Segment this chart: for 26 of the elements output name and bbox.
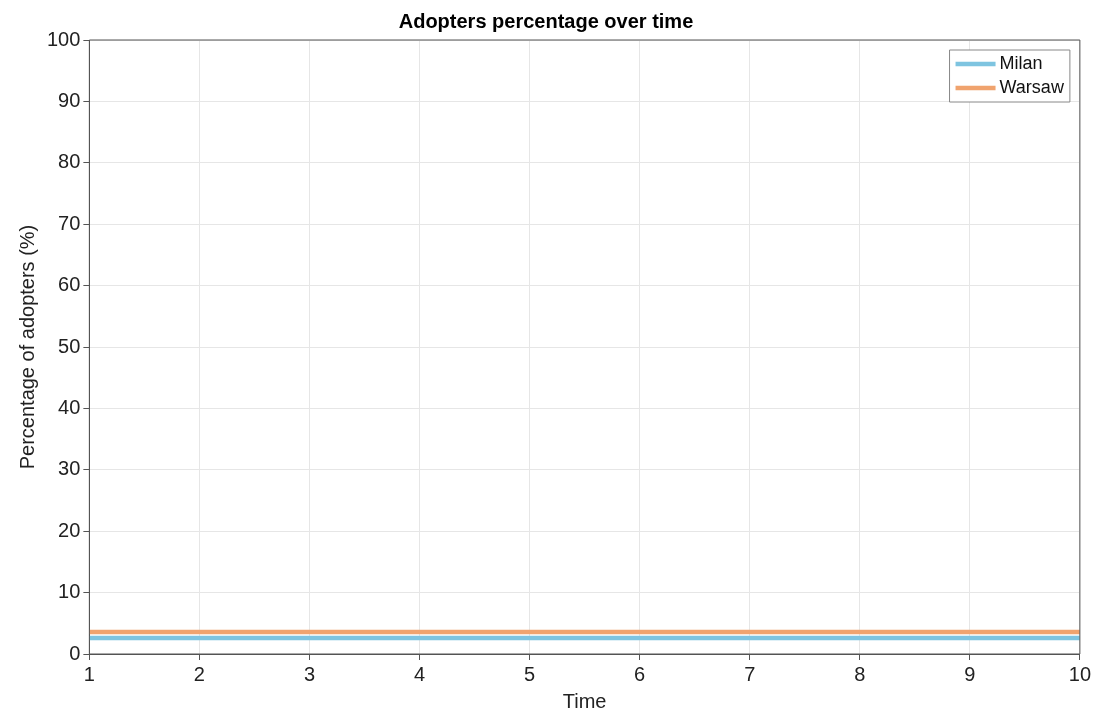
x-tick-label: 9 <box>964 662 976 685</box>
x-tick-label: 4 <box>413 662 426 685</box>
y-tick-label: 40 <box>58 395 81 418</box>
x-tick-label: 8 <box>854 662 866 685</box>
y-tick-label: 80 <box>58 150 81 173</box>
x-tick-label: 7 <box>744 662 756 685</box>
x-tick-label: 3 <box>303 662 316 685</box>
y-tick-label: 90 <box>58 88 81 111</box>
y-tick-label: 60 <box>58 273 81 296</box>
y-tick-label: 10 <box>58 580 81 603</box>
x-tick-label: 2 <box>193 662 205 685</box>
y-tick-label: 50 <box>58 334 81 357</box>
x-tick-label: 10 <box>1068 662 1091 685</box>
y-tick-label: 0 <box>69 641 81 664</box>
legend-label: Milan <box>999 52 1043 73</box>
x-tick-label: 6 <box>634 662 646 685</box>
y-tick-label: 70 <box>58 211 81 234</box>
x-tick-label: 1 <box>83 662 95 685</box>
chart-title: Adopters percentage over time <box>398 9 694 32</box>
y-tick-label: 100 <box>46 27 81 50</box>
y-tick-label: 30 <box>58 457 81 480</box>
x-axis-title: Time <box>562 689 607 712</box>
legend-label: Warsaw <box>999 76 1065 97</box>
y-tick-label: 20 <box>58 518 81 541</box>
y-axis-title: Percentage of adopters (%) <box>15 224 38 470</box>
x-tick-label: 5 <box>524 662 536 685</box>
